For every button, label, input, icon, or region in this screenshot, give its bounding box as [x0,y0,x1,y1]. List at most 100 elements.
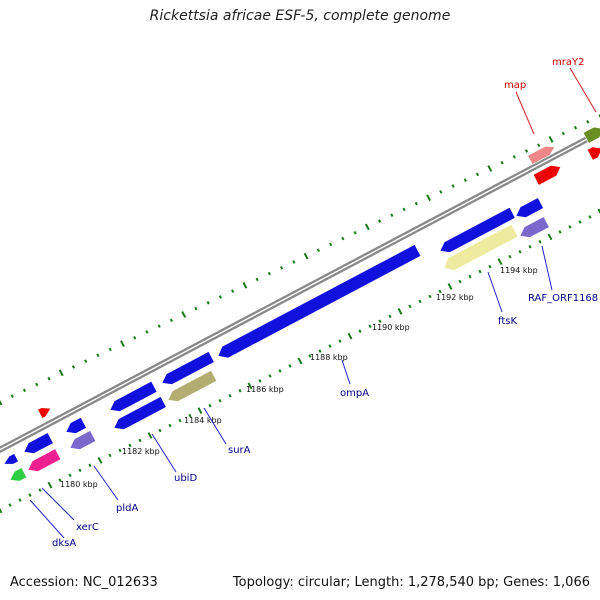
forward-tick-mark [512,155,516,159]
forward-tick-mark [120,340,125,348]
reverse-tick-mark [338,339,342,343]
gene-label-ftsK-leader [487,271,503,313]
forward-tick-mark [194,306,198,311]
gene-label-RAF_ORF1168: RAF_ORF1168 [528,293,598,304]
forward-tick-mark [35,382,39,387]
gene-arrow-ubiD-upper [109,380,158,412]
reverse-tick-mark [378,319,382,324]
reverse-tick-mark [68,473,72,478]
forward-tick-mark [548,135,554,143]
gene-arrow-mraY2-lower [586,146,600,161]
reverse-tick-mark [368,324,372,329]
gene-arrow-surA [167,369,218,402]
reverse-tick-mark [238,389,242,393]
gene-arrow-RAF-upper [515,197,544,218]
forward-tick-mark [341,236,345,241]
forward-tick-mark [133,336,137,340]
map-title: Rickettsia africae ESF-5, complete genom… [149,8,451,24]
reverse-tick-mark [188,413,192,418]
scale-label: 1180 kbp [60,480,98,489]
forward-tick-mark [524,149,529,153]
reverse-tick-mark [288,364,292,368]
gene-label-xerC: xerC [76,522,99,533]
reverse-tick-mark [138,438,142,443]
scale-label: 1194 kbp [500,266,538,275]
reverse-tick-mark [497,258,503,266]
forward-tick-mark [47,376,51,381]
gene-arrow-dksA-small [3,453,19,465]
scale-label: 1188 kbp [310,353,348,362]
reverse-tick-mark [358,329,362,333]
gene-arrow-map [527,145,556,165]
gene-label-xerC-leader [41,487,75,521]
backbone-inner [0,131,600,451]
forward-tick-mark [439,190,443,194]
gene-arrow-pldA [69,430,97,450]
gene-label-ubiD: ubiD [174,473,197,484]
gene-label-dksA-leader [29,499,65,539]
reverse-tick-mark [388,314,392,319]
reverse-tick-mark [97,456,103,464]
gene-arrow-surA-upper [161,351,215,385]
forward-tick-mark [181,311,187,318]
reverse-tick-mark [147,432,153,439]
reverse-tick-mark [458,279,462,284]
gene-label-ompA: ompA [340,388,369,399]
reverse-tick-mark [47,481,53,489]
forward-tick-mark [316,248,320,253]
gene-arrow-dksA [9,467,28,482]
gene-arrow-xerC-upper [23,432,54,454]
genome-summary: Topology: circular; Length: 1,278,540 bp… [232,575,590,590]
reverse-tick-mark [278,369,282,373]
forward-tick-mark [475,172,480,177]
gene-label-mraY2-leader [569,67,597,113]
reverse-tick-mark [447,283,453,290]
forward-tick-mark [231,289,235,293]
reverse-tick-mark [428,294,432,299]
forward-tick-mark [364,223,370,231]
reverse-tick-mark [108,453,112,458]
forward-tick-mark [378,219,382,223]
forward-tick-mark [71,365,76,369]
gene-arrow-xerC [27,448,62,472]
reverse-tick-mark [528,244,532,249]
reverse-tick-mark [308,354,312,358]
forward-tick-mark [280,265,284,270]
gene-arrow-RAF_ORF1168 [519,216,550,238]
gene-label-pldA-leader [93,465,119,501]
gene-arrow-mraY2 [582,126,600,144]
forward-tick-mark [242,281,248,289]
reverse-tick-mark [588,215,592,219]
forward-tick-mark [303,252,309,260]
scale-label: 1186 kbp [246,385,284,394]
scale-label: 1192 kbp [436,293,474,302]
forward-tick-mark [84,359,88,363]
gene-label-RAF_ORF1168-leader [541,245,553,291]
reverse-tick-mark [418,299,422,304]
forward-tick-mark [561,131,565,136]
gene-label-surA-leader [203,407,227,445]
reverse-tick-mark [247,382,253,390]
reverse-tick-mark [468,274,472,279]
forward-tick-mark [414,201,418,206]
forward-tick-mark [255,277,259,282]
reverse-tick-mark [228,393,232,398]
forward-tick-mark [267,271,271,276]
forward-tick-mark [426,194,431,202]
gene-arrow-ompA [217,244,422,359]
gene-arrow-pldA-upper [65,416,87,434]
forward-tick-mark [353,230,357,235]
forward-tick-mark [390,213,394,218]
forward-tick-mark [10,394,14,398]
reverse-tick-mark [197,407,203,415]
reverse-tick-mark [558,230,562,234]
forward-tick-mark [500,160,504,165]
reverse-tick-mark [268,374,272,378]
forward-tick-mark [292,260,296,264]
reverse-tick-mark [218,398,222,403]
forward-tick-mark [0,399,3,406]
reverse-tick-mark [28,493,32,497]
reverse-tick-mark [0,507,3,514]
reverse-tick-mark [208,403,212,408]
